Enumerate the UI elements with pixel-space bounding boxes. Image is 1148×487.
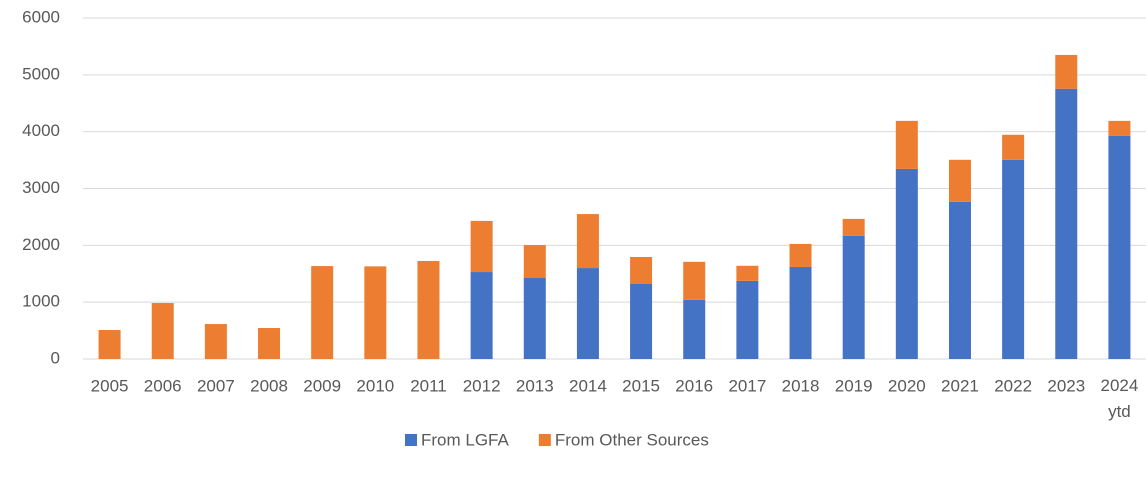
legend-label: From Other Sources [555, 430, 709, 449]
bar-segment [151, 303, 174, 359]
legend-swatch [405, 434, 417, 446]
x-tick-label: 2024 ytd [1101, 376, 1139, 421]
bar-segment [1055, 88, 1078, 359]
bar-segment [1002, 134, 1025, 160]
bar-segment [948, 201, 971, 359]
bar-segment [311, 266, 334, 359]
y-tick-label: 5000 [22, 64, 60, 83]
y-tick-label: 0 [51, 348, 60, 367]
bar-segment [895, 168, 918, 359]
bar-segment [576, 214, 599, 269]
bar-segment [842, 218, 865, 236]
bar-segment [364, 266, 387, 359]
x-tick-label: 2008 [250, 376, 288, 395]
x-tick-label: 2006 [144, 376, 182, 395]
x-tick-label: 2015 [622, 376, 660, 395]
bar-segment [470, 272, 493, 359]
y-tick-label: 3000 [22, 178, 60, 197]
bar-segment [683, 261, 706, 300]
bar-segment [204, 324, 227, 359]
x-tick-label: 2020 [888, 376, 926, 395]
bar-segment [1055, 54, 1078, 89]
y-tick-label: 6000 [22, 7, 60, 26]
x-tick-label: 2017 [728, 376, 766, 395]
x-tick-label: 2014 [569, 376, 607, 395]
x-tick-label: 2012 [463, 376, 501, 395]
bar-segment [789, 243, 812, 267]
x-tick-label: 2005 [91, 376, 129, 395]
y-tick-label: 2000 [22, 235, 60, 254]
legend-label: From LGFA [421, 430, 510, 449]
bar-segment [1108, 135, 1131, 359]
y-tick-label: 1000 [22, 292, 60, 311]
bar-segment [630, 256, 653, 284]
x-tick-label: 2019 [835, 376, 873, 395]
bar-segment [98, 330, 121, 359]
x-tick-label: 2018 [782, 376, 820, 395]
bar-segment [1108, 120, 1131, 136]
bar-segment [736, 280, 759, 359]
bar-segment [683, 299, 706, 359]
x-tick-label: 2010 [356, 376, 394, 395]
bar-segment [523, 278, 546, 359]
x-tick-label: 2023 [1047, 376, 1085, 395]
x-tick-label: 2016 [675, 376, 713, 395]
x-tick-label: 2013 [516, 376, 554, 395]
bar-segment [523, 245, 546, 279]
x-tick-label: 2009 [303, 376, 341, 395]
bar-segment [576, 268, 599, 359]
bar-segment [417, 260, 440, 359]
bar-segment [842, 235, 865, 359]
x-tick-label: 2011 [410, 376, 447, 395]
legend-swatch [538, 434, 551, 446]
bar-segment [630, 283, 653, 359]
x-tick-label: 2022 [994, 376, 1032, 395]
bar-segment [948, 159, 971, 202]
y-tick-label: 4000 [22, 121, 60, 140]
bar-segment [736, 265, 759, 281]
bar-segment [1002, 159, 1025, 359]
bar-segment [895, 120, 918, 169]
bar-segment [470, 220, 493, 273]
bar-segment [258, 328, 281, 359]
x-tick-label: 2007 [197, 376, 235, 395]
bar-segment [789, 266, 812, 359]
x-tick-label: 2021 [941, 376, 979, 395]
